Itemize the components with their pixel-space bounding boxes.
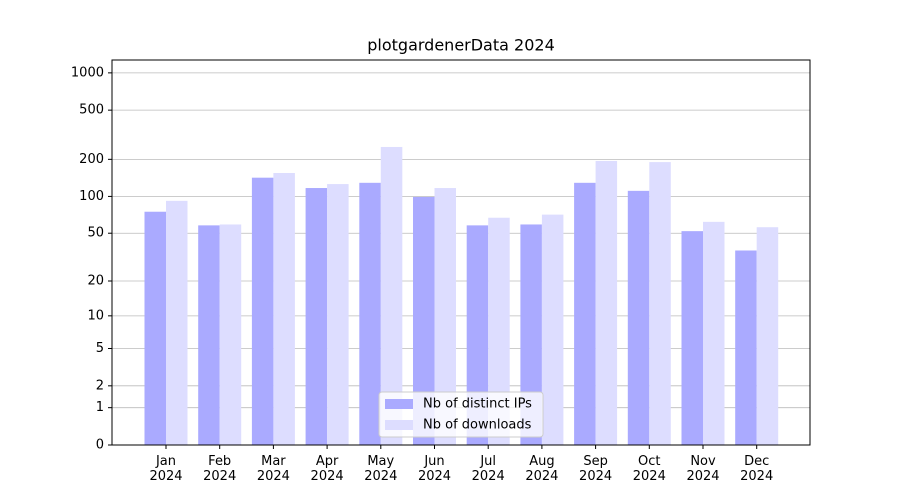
y-tick-label: 100 — [79, 189, 104, 204]
x-tick-label: Oct 2024 — [633, 454, 666, 484]
legend-swatch — [385, 399, 413, 409]
x-tick-label: May 2024 — [364, 454, 397, 484]
bar — [413, 196, 435, 445]
x-tick-label: Jun 2024 — [418, 454, 451, 484]
bar — [144, 211, 166, 445]
bar — [703, 221, 725, 445]
bar — [595, 160, 618, 446]
x-tick-label: Apr 2024 — [311, 454, 344, 484]
legend-swatch — [385, 420, 413, 430]
bar — [520, 224, 542, 445]
y-tick-label: 50 — [87, 226, 104, 241]
bar — [219, 224, 242, 445]
x-tick-label: Dec 2024 — [740, 454, 773, 484]
chart-title: plotgardenerData 2024 — [367, 36, 555, 55]
y-tick-label: 2 — [96, 378, 104, 393]
bar — [273, 172, 295, 445]
y-tick-label: 1 — [96, 400, 104, 415]
y-tick-label: 0 — [96, 438, 104, 453]
bar — [488, 217, 510, 445]
bar — [756, 227, 779, 445]
y-tick-label: 10 — [87, 308, 104, 323]
bar — [649, 162, 671, 446]
bar — [466, 225, 489, 445]
bar — [681, 231, 703, 445]
bar — [735, 250, 757, 445]
legend-label: Nb of downloads — [423, 418, 532, 433]
y-tick-label: 1000 — [71, 65, 104, 80]
x-tick-label: Mar 2024 — [257, 454, 290, 484]
legend-box — [378, 391, 544, 438]
x-tick-label: Aug 2024 — [525, 454, 558, 484]
x-tick-label: Sep 2024 — [579, 454, 612, 484]
bar — [251, 177, 274, 445]
bar — [627, 190, 650, 445]
legend-label: Nb of distinct IPs — [423, 397, 532, 412]
x-tick-label: Jan 2024 — [149, 454, 182, 484]
x-tick-label: Feb 2024 — [203, 454, 236, 484]
bar — [166, 200, 188, 445]
bar — [327, 184, 349, 446]
bar — [574, 182, 596, 445]
bar — [380, 146, 403, 445]
y-tick-label: 500 — [79, 103, 104, 118]
bar — [198, 225, 220, 445]
bar — [359, 182, 381, 445]
bar — [305, 188, 328, 445]
y-tick-label: 20 — [87, 274, 104, 289]
bar — [434, 188, 456, 445]
y-tick-label: 5 — [96, 341, 104, 356]
x-tick-label: Jul 2024 — [472, 454, 505, 484]
bar — [541, 214, 564, 445]
y-tick-label: 200 — [79, 152, 104, 167]
plot-frame — [111, 59, 811, 446]
x-tick-label: Nov 2024 — [686, 454, 719, 484]
